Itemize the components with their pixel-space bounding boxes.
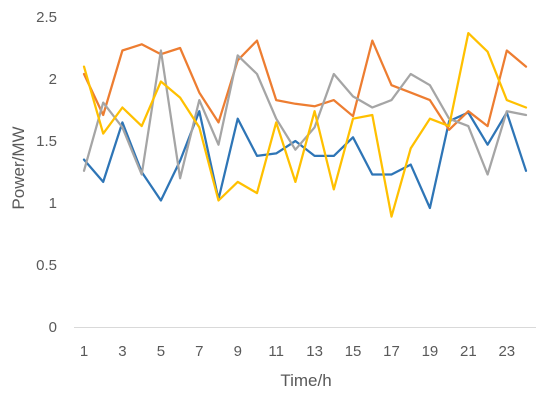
x-tick-label: 13 <box>306 343 323 360</box>
x-axis-title: Time/h <box>280 371 331 390</box>
x-tick-label: 17 <box>383 343 400 360</box>
x-tick-label: 7 <box>195 343 203 360</box>
tick-label-layer: 00.511.522.51 3 5 7 9 11 13 15 17 19 21 23 <box>36 9 515 360</box>
x-tick-label: 15 <box>345 343 362 360</box>
y-tick-label: 1.5 <box>36 133 57 150</box>
y-tick-label: 2.5 <box>36 9 57 26</box>
y-tick-label: 0 <box>49 319 57 336</box>
x-tick-label: 19 <box>422 343 439 360</box>
x-tick-label: 5 <box>157 343 165 360</box>
series-layer <box>82 31 528 218</box>
y-tick-label: 0.5 <box>36 257 57 274</box>
y-tick-label: 1 <box>49 195 57 212</box>
x-tick-label: 21 <box>460 343 477 360</box>
x-tick-label: 23 <box>498 343 515 360</box>
x-tick-label: 3 <box>118 343 126 360</box>
x-tick-label: 11 <box>268 343 284 360</box>
series-line-4 <box>82 31 528 218</box>
y-tick-label: 2 <box>49 71 57 88</box>
series-line-3 <box>82 49 528 180</box>
x-tick-label: 9 <box>234 343 242 360</box>
y-axis-title: Power/MW <box>9 126 28 209</box>
series-line-2 <box>82 39 528 131</box>
x-tick-label: 1 <box>80 343 88 360</box>
